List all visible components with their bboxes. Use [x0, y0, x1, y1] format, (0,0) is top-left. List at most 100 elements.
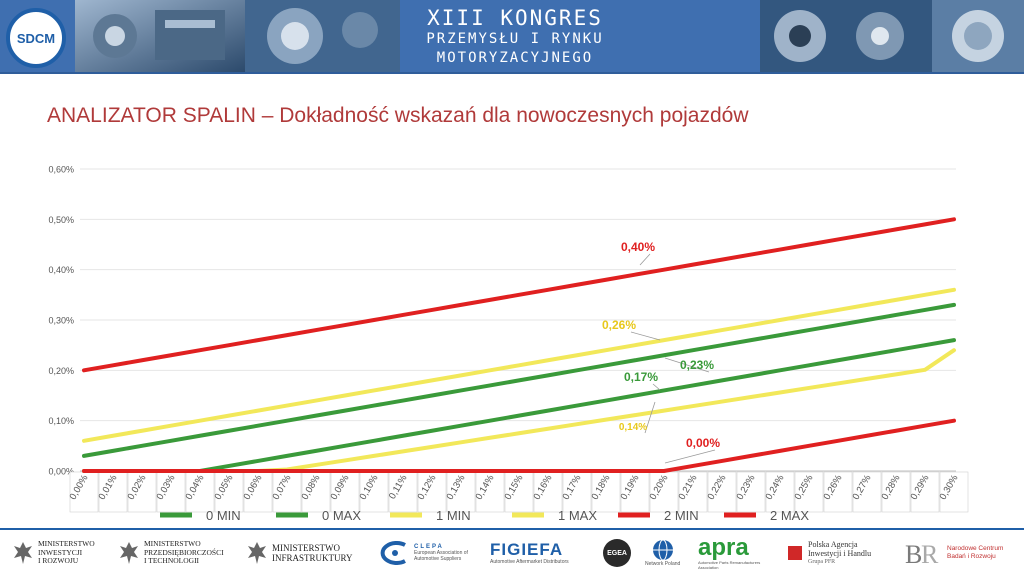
engine-photo-right — [760, 0, 932, 72]
series-line — [82, 217, 956, 373]
y-tick-label: 0,60% — [48, 165, 74, 175]
x-tick-box — [214, 471, 244, 513]
ncbr-line2: Badań i Rozwoju — [947, 553, 996, 560]
y-tick-label: 0,30% — [48, 316, 74, 326]
x-tick-box — [649, 471, 679, 513]
x-tick-box — [736, 471, 766, 513]
logo1-line1: Ministerstwo — [38, 539, 95, 549]
annotation-label: 0,17% — [624, 370, 658, 384]
paih-line2: Inwestycji i Handlu — [808, 548, 872, 558]
network-label: Network Poland — [645, 561, 681, 567]
annotation-label: 0,14% — [619, 422, 647, 433]
x-tick-box — [794, 471, 824, 513]
annotation-leader — [639, 253, 651, 266]
x-tick-box — [620, 471, 650, 513]
congress-title: XIII KONGRES PRZEMYSŁU I RYNKU MOTORYZAC… — [400, 6, 630, 68]
paih-logo: Polska Agencja Inwestycji i Handlu Grupa… — [788, 535, 871, 571]
series-line — [82, 287, 956, 443]
logo1-line2: Inwestycji — [38, 547, 83, 557]
y-tick-label: 0,40% — [48, 265, 74, 275]
x-tick-box — [504, 471, 534, 513]
x-tick-box — [359, 471, 389, 513]
x-tick-box — [765, 471, 795, 513]
ncbr-br-icon: B R — [905, 540, 939, 567]
legend-label: 0 MIN — [206, 508, 241, 523]
annotation-leader — [664, 357, 710, 373]
annotation-label: 0,26% — [602, 318, 636, 332]
slide-title: ANALIZATOR SPALIN – Dokładność wskazań d… — [47, 104, 749, 127]
x-tick-box — [330, 471, 360, 513]
clepa-name: CLEPA — [414, 544, 444, 550]
x-tick-box — [823, 471, 853, 513]
x-tick-box — [301, 471, 331, 513]
apra-name: apra — [698, 534, 749, 561]
y-tick-label: 0,20% — [48, 366, 74, 376]
x-tick-box — [156, 471, 186, 513]
clepa-line2: European Association of — [414, 550, 468, 556]
annotation-label: 0,00% — [686, 436, 720, 450]
x-tick-box — [475, 471, 505, 513]
logo1-line3: i Rozwoju — [38, 556, 79, 566]
legend-label: 1 MAX — [558, 508, 597, 523]
figiefa-name: FIGIEFA — [490, 540, 564, 559]
ministry-infrastructure-logo: Ministerstwo Infrastruktury — [246, 535, 353, 571]
x-tick-box — [388, 471, 418, 513]
figiefa-logo: FIGIEFA Automotive Aftermarket Distribut… — [490, 535, 569, 571]
ministry-investment-logo: Ministerstwo Inwestycji i Rozwoju — [12, 535, 95, 571]
logo2-line3: i Technologii — [144, 556, 200, 566]
x-tick-box — [98, 471, 128, 513]
accuracy-line-chart: 0,00% 0,10% 0,20% 0,30% 0,40% 0,50% 0,60% 0,00%… — [48, 165, 969, 523]
engine-photo-left — [75, 0, 245, 72]
apra-sub: Automotive Parts Remanufacturers Associa… — [698, 560, 761, 570]
sdcm-logo: SDCM — [6, 8, 66, 68]
figiefa-sub: Automotive Aftermarket Distributors — [490, 559, 569, 565]
header-banner: SDCM XIII KONGRES PRZEMYSŁU I RYNKU MOTO… — [0, 0, 1024, 74]
annotation-leader — [652, 383, 661, 391]
egea-logo: EGEA — [603, 535, 631, 571]
svg-text:B: B — [905, 540, 922, 567]
x-tick-box — [272, 471, 302, 513]
logo3-line2: Infrastruktury — [272, 553, 353, 563]
x-tick-box — [678, 471, 708, 513]
engine-photo-center — [245, 0, 400, 72]
y-tick-label: 0,00% — [48, 467, 74, 477]
ncbr-logo: B R Narodowe Centrum Badań i Rozwoju — [905, 535, 1003, 571]
x-tick-box — [185, 471, 215, 513]
x-tick-box — [910, 471, 940, 513]
ministry-entrepreneurship-logo: Ministerstwo Przedsiębiorczości i Techno… — [118, 535, 224, 571]
annotation-label: 0,23% — [680, 358, 714, 372]
paih-line3: Grupa PFR — [808, 558, 836, 565]
x-tick-box — [852, 471, 882, 513]
eagle-emblem-icon — [14, 542, 32, 564]
y-tick-label: 0,50% — [48, 215, 74, 225]
congress-line-3: MOTORYZACYJNEGO — [436, 50, 594, 66]
egea-name: EGEA — [603, 539, 631, 567]
ncbr-line1: Narodowe Centrum — [947, 545, 1004, 552]
y-tick-label: 0,10% — [48, 416, 74, 426]
legend-label: 2 MAX — [770, 508, 809, 523]
apra-logo: apra Automotive Parts Remanufacturers As… — [698, 535, 768, 571]
clepa-logo: CLEPA European Association of Automotive… — [375, 535, 468, 571]
x-tick-box — [417, 471, 447, 513]
x-tick-box — [707, 471, 737, 513]
network-poland-logo: Network Poland — [645, 535, 680, 571]
series-line — [82, 338, 956, 473]
x-tick-box — [591, 471, 621, 513]
x-tick-box — [127, 471, 157, 513]
legend-label: 1 MIN — [436, 508, 471, 523]
eagle-emblem-icon — [120, 542, 138, 564]
series-line — [82, 348, 956, 473]
footer-divider — [0, 528, 1024, 530]
clepa-line3: Automotive Suppliers — [414, 556, 462, 562]
series-line — [82, 302, 956, 458]
eagle-emblem-icon — [248, 542, 266, 564]
x-tick-box — [533, 471, 563, 513]
x-tick-box — [881, 471, 911, 513]
annotation-leader — [664, 449, 716, 464]
svg-text:R: R — [921, 540, 939, 567]
x-tick-box — [939, 471, 969, 513]
logo2-line2: Przedsiębiorczości — [144, 547, 224, 557]
globe-icon — [652, 539, 673, 561]
radiator-cap-photo — [932, 0, 1024, 72]
clepa-emblem-icon — [380, 541, 406, 565]
